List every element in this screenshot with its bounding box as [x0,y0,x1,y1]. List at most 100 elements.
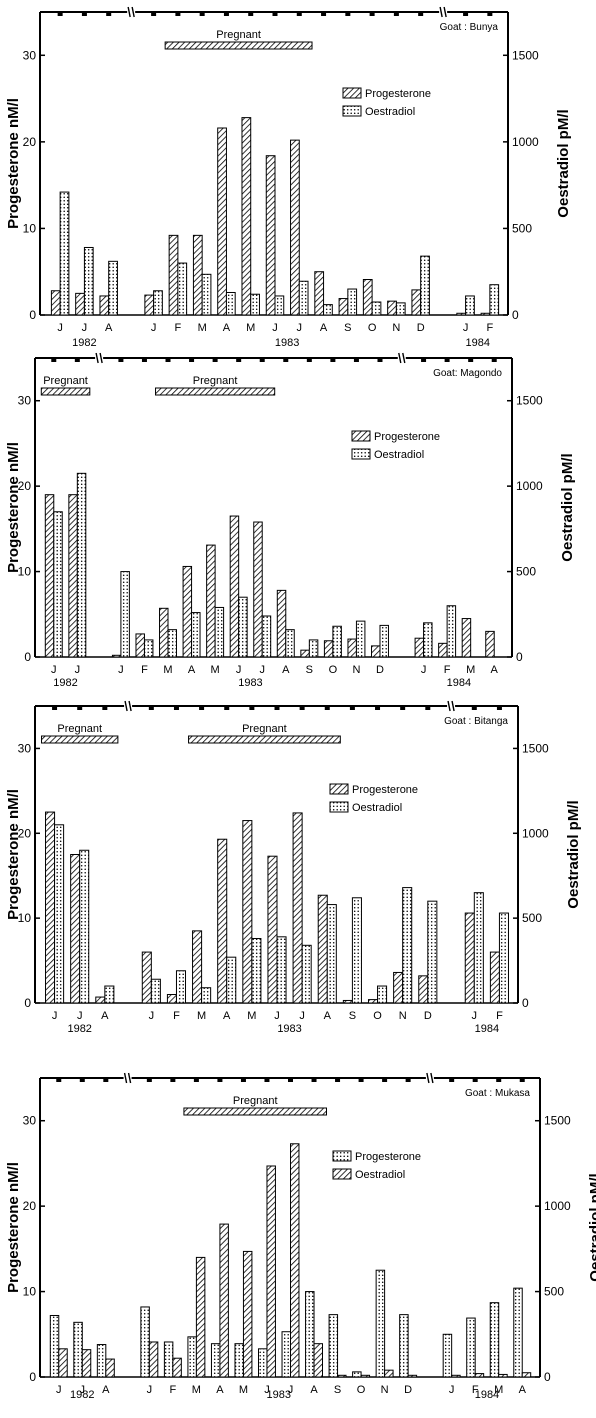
left-tick-label: 20 [18,479,32,493]
bar-oestradiol [377,985,388,1004]
bar-oestradiol [175,970,187,1004]
bar-oestradiol [195,1256,206,1378]
top-month-mark [471,706,477,710]
top-month-mark [468,358,474,362]
pregnancy-label: Pregnant [193,375,238,387]
right-tick-label: 500 [522,911,542,925]
month-label: A [491,664,499,676]
top-month-mark [274,706,280,710]
axis-break-mark [124,700,128,712]
chart-panel-4: 0 10 20 30 0 500 1000 1500 Progesterone nM/l Oest… [5,1072,596,1401]
axis-break-mark [99,352,103,364]
month-label: M [192,1384,201,1396]
right-tick-label: 500 [516,565,536,579]
bar-progesterone [399,1314,409,1378]
top-month-mark [321,12,327,16]
month-label: O [329,664,338,676]
month-label: J [51,664,57,676]
bar-oestradiol [285,629,295,658]
bar-oestradiol [104,985,115,1004]
bar-oestradiol [301,944,312,1004]
top-month-mark [165,358,171,362]
axis-break-mark [439,6,443,18]
bar-progesterone [75,292,85,316]
bar-progesterone [367,999,379,1004]
bar-progesterone [242,820,253,1004]
bar-progesterone [144,294,155,316]
bar-progesterone [411,289,422,316]
bar-progesterone [206,544,216,658]
axis-break-mark [451,700,455,712]
bar-progesterone [258,1348,268,1378]
year-label: 1982 [67,1023,91,1035]
bar-progesterone [317,894,328,1004]
month-label: M [211,664,220,676]
top-month-mark [57,12,63,16]
bar-progesterone [393,971,404,1004]
bar-oestradiol [226,956,237,1004]
top-month-mark [102,706,108,710]
month-label: A [101,1010,109,1022]
legend-swatch-oestradiol [351,448,371,460]
bar-oestradiol [371,301,382,316]
top-month-mark [353,358,359,362]
month-label: S [344,322,351,334]
bar-progesterone [135,633,145,658]
month-label: J [449,1384,455,1396]
left-tick-label: 30 [23,1114,37,1128]
year-label: 1984 [465,337,489,349]
right-tick-label: 500 [512,221,532,235]
legend-label-progesterone: Progesterone [374,431,440,443]
bar-oestradiol [298,280,309,316]
month-label: M [163,664,172,676]
bar-progesterone [159,607,169,658]
legend-label-oestradiol: Oestradiol [355,1169,405,1181]
top-month-mark [400,706,406,710]
month-label: J [421,664,427,676]
left-tick-label: 0 [29,1370,36,1384]
top-month-mark [236,358,242,362]
pregnancy-bar [164,41,313,50]
left-tick-label: 0 [24,996,31,1010]
bar-oestradiol [360,1374,371,1378]
bar-oestradiol [53,511,63,658]
month-label: O [368,322,377,334]
bar-oestradiol [332,625,342,658]
right-tick-label: 1500 [544,1114,571,1128]
bar-oestradiol [290,1143,300,1378]
axis-break-mask [124,702,133,710]
legend-swatch-progesterone [342,87,362,99]
goat-name-label: Goat : Bunya [440,22,499,33]
pregnancy-bar [188,735,341,744]
month-label: J [264,1384,270,1396]
bar-oestradiol [420,255,430,316]
right-tick-label: 0 [516,650,523,664]
top-month-mark [272,12,278,16]
bar-progesterone [166,994,177,1004]
bar-oestradiol [251,938,262,1004]
bar-progesterone [265,155,276,316]
bar-progesterone [141,951,152,1004]
bar-oestradiol [379,624,389,658]
left-tick-label: 30 [18,394,32,408]
bar-oestradiol [214,606,225,658]
bar-oestradiol [225,291,236,316]
bar-oestradiol [167,629,177,658]
top-month-mark [345,12,351,16]
top-month-mark [382,1078,388,1082]
month-label: J [149,1010,155,1022]
month-label: A [102,1384,110,1396]
bar-progesterone [44,494,55,658]
month-label: F [173,1010,180,1022]
top-month-mark [311,1078,317,1082]
month-label: S [349,1010,356,1022]
bar-progesterone [290,139,300,316]
month-label: N [381,1384,389,1396]
month-label: A [188,664,196,676]
bar-oestradiol [153,290,163,316]
left-tick-label: 20 [23,1199,37,1213]
top-month-mark [283,358,289,362]
axis-break-mark [430,1072,434,1084]
month-label: J [236,664,242,676]
bar-oestradiol [250,293,260,316]
